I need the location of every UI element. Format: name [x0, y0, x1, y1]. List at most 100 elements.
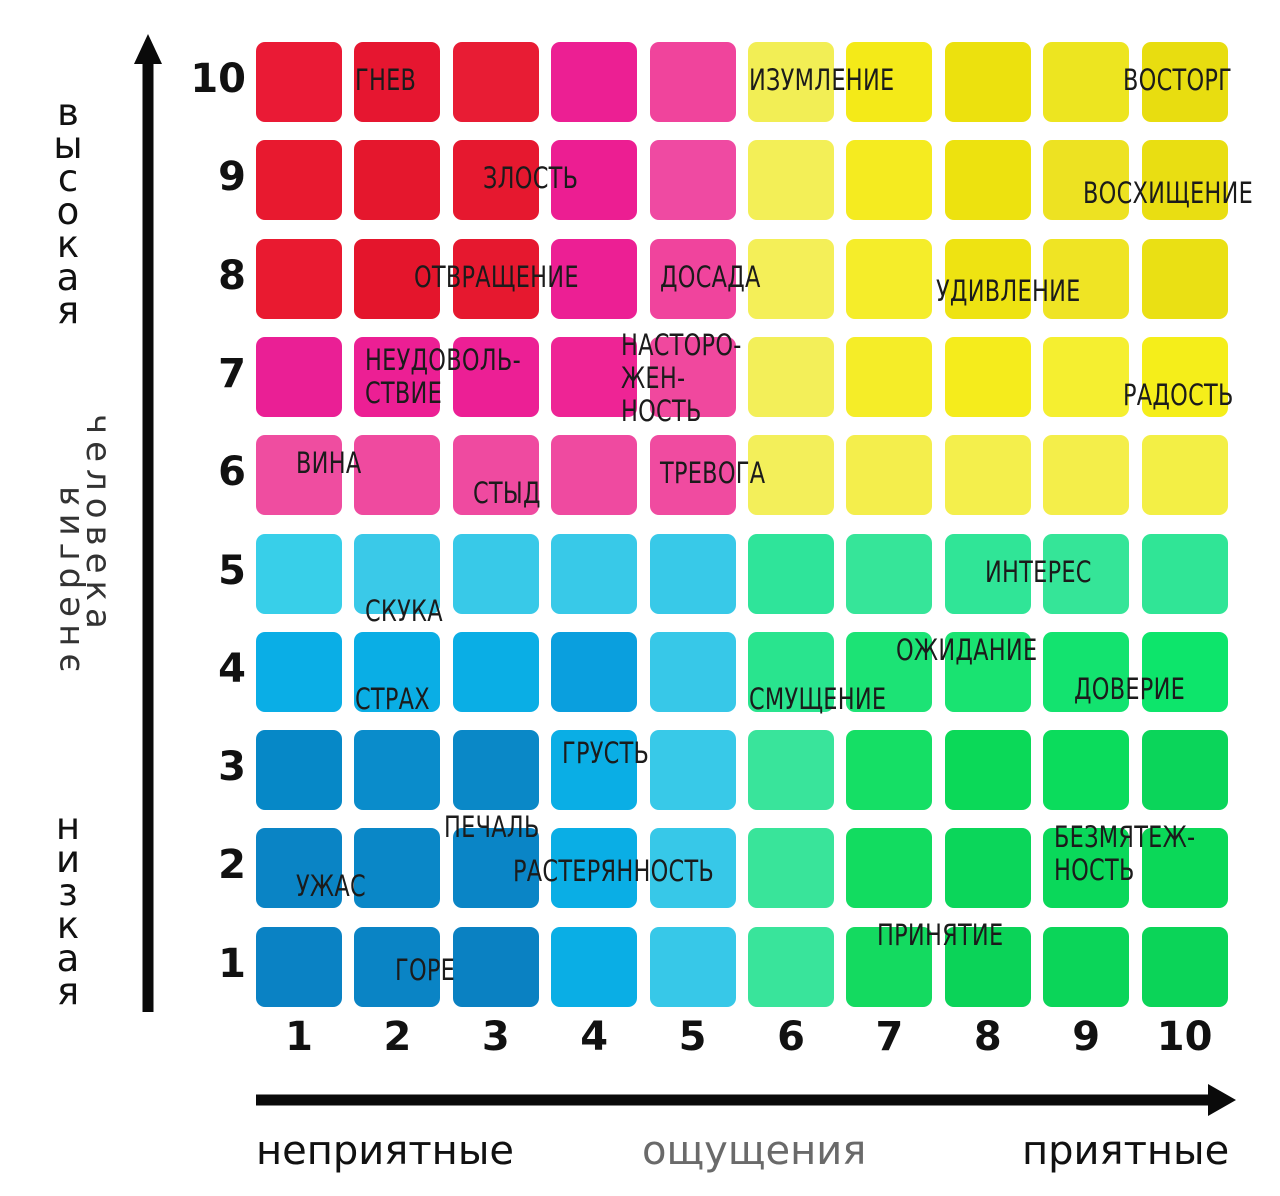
x-tick-3: 3 — [481, 1014, 510, 1060]
emotion-label: УДИВЛЕНИЕ — [936, 275, 1081, 308]
grid-cell-5-8 — [944, 533, 1031, 614]
y-tick-9: 9 — [218, 154, 246, 201]
grid-cell-8-6 — [748, 238, 834, 319]
emotion-label: РАСТЕРЯННОСТЬ — [513, 855, 714, 888]
grid-cell-5-9 — [1043, 533, 1130, 614]
grid-cell-2-1 — [256, 828, 342, 909]
x-axis-sensations-label: ощущения — [642, 1128, 867, 1174]
grid-cell-8-8 — [944, 238, 1031, 319]
x-tick-5: 5 — [678, 1014, 707, 1060]
grid-cell-10-4 — [551, 42, 638, 122]
x-axis-pleasant-label: приятные — [1022, 1128, 1230, 1174]
grid-cell-2-7 — [846, 828, 933, 909]
grid-cell-8-9 — [1043, 238, 1130, 319]
grid-cell-2-6 — [748, 828, 834, 909]
grid-cell-10-5 — [649, 42, 736, 122]
emotion-label: ДОСАДА — [660, 260, 761, 294]
axis-letter: а — [56, 937, 80, 980]
y-tick-7: 7 — [218, 350, 246, 397]
grid-cell-3-1 — [256, 730, 342, 811]
emotion-label-line: ИЗУМЛЕНИЕ — [748, 63, 895, 97]
emotion-label: РАДОСТЬ — [1122, 377, 1234, 412]
grid-cell-3-7 — [846, 730, 933, 811]
grid-cell-6-8 — [944, 435, 1031, 516]
grid-cell-1-7 — [846, 926, 933, 1007]
emotion-label-line: УДИВЛЕНИЕ — [935, 274, 1081, 309]
emotion-label-line: БЕЗМЯТЕЖ- — [1053, 819, 1196, 854]
grid-cell-7-1 — [256, 336, 342, 417]
grid-cell-1-4 — [551, 926, 638, 1007]
y-tick-5: 5 — [218, 547, 246, 594]
emotion-label: ИЗУМЛЕНИЕ — [749, 64, 894, 97]
grid-cell-10-2 — [354, 42, 441, 122]
grid-cell-3-5 — [649, 730, 736, 811]
axis-letter: к — [56, 223, 80, 266]
emotion-label-line: РАДОСТЬ — [1122, 377, 1234, 412]
grid-cell-7-9 — [1043, 336, 1130, 417]
emotion-label: ГРУСТЬ — [562, 737, 649, 770]
grid-cell-3-3 — [452, 730, 539, 811]
grid-cell-3-10 — [1141, 730, 1228, 811]
emotion-label: ВОСХИЩЕНИЕ — [1083, 177, 1253, 210]
emotion-label: УЖАС — [296, 870, 366, 903]
grid-cell-4-1 — [256, 631, 342, 712]
x-tick-9: 9 — [1072, 1014, 1101, 1060]
axis-letter: з — [58, 871, 78, 914]
grid-cell-7-3 — [452, 336, 539, 417]
grid-cell-8-1 — [256, 238, 342, 319]
emotion-label: БЕЗМЯТЕЖ- НОСТЬ — [1053, 819, 1196, 887]
grid-cell-5-2 — [354, 533, 441, 614]
grid-cell-10-1 — [256, 42, 342, 122]
grid-cell-10-6 — [748, 42, 834, 122]
axis-letter: к — [56, 904, 80, 947]
emotion-label-line: ОЖИДАНИЕ — [896, 633, 1038, 668]
grid-cell-9-1 — [256, 140, 342, 221]
grid-cell-9-4 — [551, 140, 638, 221]
grid-cell-1-2 — [354, 926, 441, 1007]
axis-letter: о — [56, 190, 80, 233]
emotion-label-line: НОСТЬ — [1053, 852, 1135, 887]
grid-cell-10-10 — [1141, 42, 1228, 122]
emotion-label-line: ГНЕВ — [355, 63, 417, 97]
emotion-label-line: ВОСТОРГ — [1122, 63, 1232, 97]
grid-cell-7-8 — [944, 336, 1031, 417]
grid-cell-10-9 — [1043, 42, 1130, 122]
y-tick-8: 8 — [218, 252, 246, 299]
grid-cell-4-8 — [944, 631, 1031, 712]
x-tick-1: 1 — [285, 1014, 313, 1060]
grid-cell-7-5 — [649, 336, 736, 417]
grid-cell-5-4 — [551, 533, 638, 614]
grid-cell-4-5 — [649, 631, 736, 712]
y-tick-2: 2 — [218, 842, 246, 889]
grid-cell-8-10 — [1141, 238, 1228, 319]
emotion-label: ПРИНЯТИЕ — [877, 919, 1003, 952]
x-tick-2: 2 — [383, 1014, 412, 1060]
grid-cell-8-7 — [846, 238, 933, 319]
emotion-label-line: ПРИНЯТИЕ — [876, 918, 1004, 953]
grid-cell-2-8 — [944, 828, 1031, 909]
grid-cell-7-10 — [1141, 336, 1228, 417]
grid-cell-3-4 — [551, 730, 638, 811]
emotion-label: ОТВРАЩЕНИЕ — [414, 260, 579, 294]
grid-cell-9-2 — [354, 140, 441, 221]
grid-cell-10-8 — [944, 42, 1031, 122]
grid-cell-5-3 — [452, 533, 539, 614]
grid-cell-4-6 — [748, 631, 834, 712]
grid-cell-2-10 — [1141, 828, 1228, 909]
emotion-label-line: СТВИЕ — [365, 376, 443, 411]
grid-cell-6-6 — [748, 435, 834, 516]
grid-cell-9-8 — [944, 140, 1031, 221]
axis-letter: с — [57, 157, 79, 200]
grid-cell-6-4 — [551, 435, 638, 516]
y-tick-3: 3 — [218, 744, 246, 791]
grid-cell-5-1 — [256, 533, 342, 614]
emotion-label: СТЫД — [473, 476, 541, 510]
emotion-label: ГНЕВ — [355, 64, 416, 97]
emotion-label-line: НОСТЬ — [620, 394, 702, 429]
y-axis-arrowhead — [134, 34, 162, 64]
emotion-label: ВОСТОРГ — [1123, 64, 1232, 97]
grid-cell-1-6 — [748, 926, 834, 1007]
grid-cell-3-8 — [944, 730, 1031, 811]
grid-cell-9-9 — [1043, 140, 1130, 221]
